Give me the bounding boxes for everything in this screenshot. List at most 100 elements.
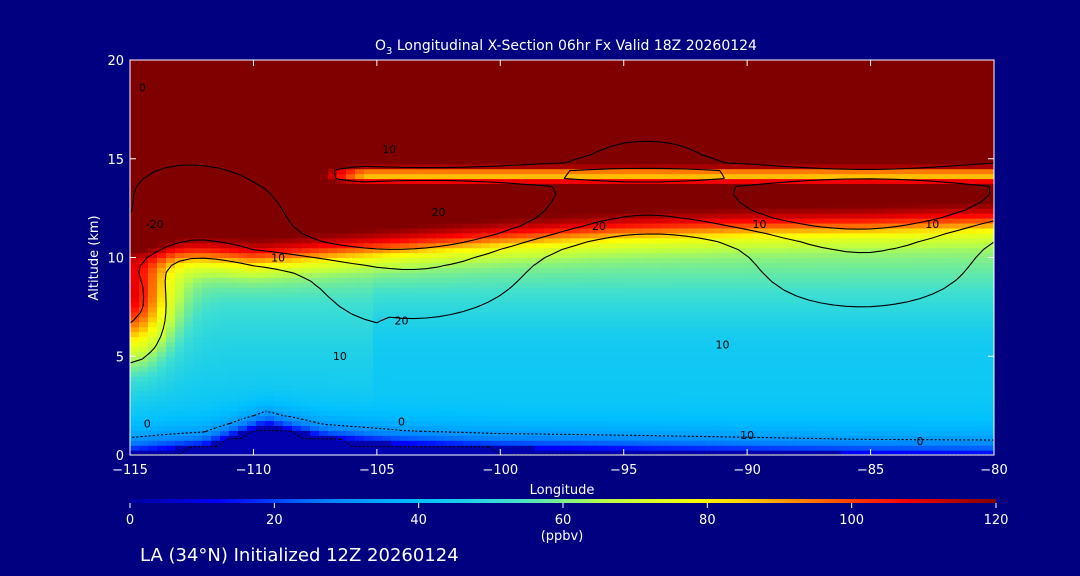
- field-cell: [166, 292, 176, 298]
- field-cell: [562, 272, 572, 278]
- field-cell: [643, 64, 653, 71]
- field-cell: [184, 366, 194, 372]
- field-cell: [220, 158, 230, 165]
- field-cell: [166, 376, 176, 382]
- field-cell: [454, 292, 464, 298]
- field-cell: [220, 306, 230, 313]
- field-cell: [364, 69, 374, 76]
- field-cell: [184, 385, 194, 392]
- field-cell: [247, 311, 257, 318]
- field-cell: [517, 148, 527, 155]
- field-cell: [427, 282, 437, 288]
- field-cell: [301, 124, 311, 130]
- field-cell: [175, 218, 185, 224]
- field-cell: [319, 415, 329, 422]
- field-cell: [292, 143, 302, 150]
- field-cell: [193, 331, 203, 338]
- field-cell: [625, 143, 635, 150]
- field-cell: [427, 208, 437, 214]
- field-cell: [436, 227, 446, 234]
- field-cell: [472, 311, 482, 318]
- field-cell: [148, 222, 158, 229]
- field-cell: [679, 400, 689, 407]
- field-cell: [490, 148, 500, 155]
- field-cell: [166, 109, 176, 115]
- field-cell: [526, 242, 536, 249]
- field-cell: [427, 168, 437, 175]
- field-cell: [391, 89, 401, 96]
- field-cell: [670, 376, 680, 382]
- field-cell: [643, 84, 653, 91]
- field-cell: [265, 405, 275, 412]
- field-cell: [364, 366, 374, 372]
- field-cell: [139, 134, 149, 140]
- field-cell: [652, 84, 662, 91]
- field-cell: [283, 331, 293, 338]
- field-cell: [634, 267, 644, 273]
- field-cell: [643, 346, 653, 352]
- field-cell: [562, 430, 572, 436]
- field-cell: [229, 232, 239, 239]
- field-cell: [607, 415, 617, 422]
- field-cell: [625, 114, 635, 120]
- field-cell: [463, 84, 473, 91]
- field-cell: [634, 445, 644, 451]
- field-cell: [634, 79, 644, 86]
- field-cell: [292, 129, 302, 135]
- field-cell: [418, 163, 428, 170]
- field-cell: [346, 222, 356, 229]
- field-cell: [274, 99, 284, 106]
- field-cell: [166, 193, 176, 199]
- field-cell: [517, 257, 527, 264]
- field-cell: [634, 247, 644, 254]
- field-cell: [661, 351, 671, 357]
- field-cell: [319, 232, 329, 239]
- field-cell: [292, 153, 302, 160]
- field-cell: [517, 361, 527, 367]
- field-cell: [319, 321, 329, 328]
- field-cell: [553, 425, 563, 431]
- field-cell: [589, 173, 599, 180]
- field-cell: [472, 99, 482, 106]
- field-cell: [562, 163, 572, 170]
- field-cell: [517, 297, 527, 303]
- field-cell: [652, 282, 662, 288]
- field-cell: [571, 208, 581, 214]
- field-cell: [346, 390, 356, 397]
- field-cell: [634, 153, 644, 160]
- field-cell: [499, 415, 509, 422]
- field-cell: [571, 232, 581, 239]
- field-cell: [301, 218, 311, 224]
- field-cell: [301, 74, 311, 81]
- field-cell: [535, 420, 545, 426]
- field-cell: [193, 385, 203, 392]
- field-cell: [238, 227, 248, 234]
- field-cell: [238, 272, 248, 278]
- field-cell: [346, 450, 356, 455]
- field-cell: [616, 109, 626, 115]
- field-cell: [553, 430, 563, 436]
- field-cell: [274, 178, 284, 185]
- field-cell: [535, 227, 545, 234]
- field-cell: [139, 158, 149, 165]
- field-cell: [193, 306, 203, 313]
- field-cell: [310, 208, 320, 214]
- field-cell: [472, 193, 482, 199]
- field-cell: [490, 400, 500, 407]
- field-cell: [256, 282, 266, 288]
- field-cell: [580, 390, 590, 397]
- field-cell: [184, 193, 194, 199]
- field-cell: [274, 316, 284, 323]
- field-cell: [634, 148, 644, 155]
- field-cell: [544, 60, 554, 66]
- field-cell: [580, 385, 590, 392]
- field-cell: [400, 64, 410, 71]
- field-cell: [157, 257, 167, 264]
- field-cell: [499, 188, 509, 194]
- field-cell: [364, 119, 374, 125]
- field-cell: [238, 420, 248, 426]
- field-cell: [364, 356, 374, 362]
- field-cell: [625, 435, 635, 441]
- field-cell: [454, 450, 464, 455]
- field-cell: [328, 148, 338, 155]
